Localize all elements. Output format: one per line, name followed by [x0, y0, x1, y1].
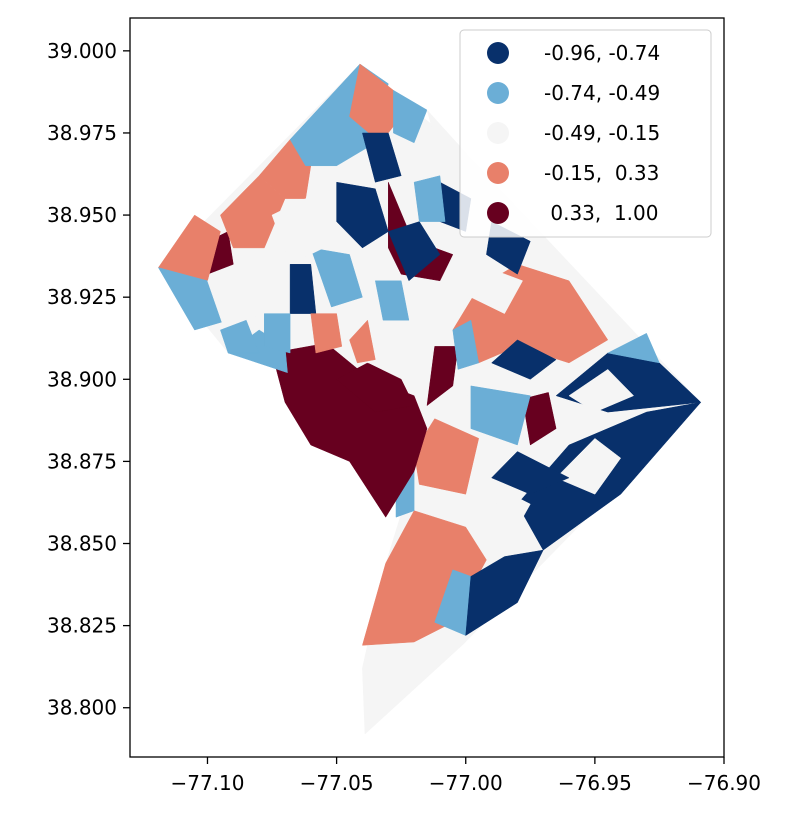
legend-label: -0.74, -0.49	[544, 81, 660, 105]
legend-marker	[487, 82, 509, 104]
legend-marker	[487, 202, 509, 224]
x-tick-label: −77.05	[300, 771, 374, 795]
tract-region	[349, 63, 402, 144]
tract-region	[491, 490, 531, 528]
legend-marker	[487, 162, 509, 184]
tract-region	[555, 438, 622, 495]
tract-region	[491, 451, 570, 495]
tract-region	[207, 257, 260, 341]
y-tick-label: 38.825	[47, 614, 117, 638]
tract-region	[470, 385, 531, 446]
y-tick-label: 38.900	[47, 367, 117, 391]
y-tick-label: 38.800	[47, 696, 117, 720]
tract-region	[258, 139, 312, 199]
tract-region	[220, 175, 286, 249]
tract-region	[220, 319, 260, 354]
legend: -0.96, -0.74 -0.74, -0.49 -0.49, -0.15 -0.1…	[459, 29, 712, 238]
legend-label: -0.15, 0.33	[544, 161, 659, 185]
y-axis: 38.800 38.825 38.850 38.875 38.900 38.925 38.9…	[47, 39, 130, 720]
legend-box	[459, 29, 712, 238]
tract-region	[336, 181, 389, 249]
tract-region	[271, 198, 325, 265]
y-tick-label: 39.000	[47, 39, 117, 63]
x-axis: −77.10 −77.05 −77.00 −76.95 −76.90	[170, 757, 761, 795]
axes-frame	[129, 17, 725, 758]
tract-region	[374, 280, 410, 321]
tract-region	[310, 247, 363, 308]
tract-region	[362, 132, 402, 183]
tract-region	[387, 221, 441, 282]
x-tick-label: −77.10	[170, 771, 244, 795]
legend-label: 0.33, 1.00	[544, 201, 659, 225]
tract-region	[452, 319, 479, 370]
x-tick-label: −76.90	[687, 771, 761, 795]
tract-region	[470, 263, 523, 314]
y-tick-label: 38.850	[47, 532, 117, 556]
tract-region	[393, 89, 428, 144]
legend-label: -0.49, -0.15	[544, 121, 660, 145]
y-tick-label: 38.925	[47, 285, 117, 309]
y-tick-label: 38.950	[47, 203, 117, 227]
tract-region	[310, 313, 343, 354]
legend-marker	[487, 122, 509, 144]
y-tick-label: 38.975	[47, 121, 117, 145]
legend-marker	[487, 42, 509, 64]
legend-label: -0.96, -0.74	[544, 41, 660, 65]
tract-region	[465, 549, 544, 636]
tract-region	[491, 339, 557, 380]
tract-region	[264, 313, 291, 354]
tract-region	[568, 369, 635, 413]
tract-region	[336, 362, 415, 413]
x-tick-label: −76.95	[558, 771, 632, 795]
tract-region	[607, 332, 660, 364]
tract-region	[413, 175, 446, 222]
y-tick-label: 38.875	[47, 449, 117, 473]
map-layer	[157, 63, 702, 735]
tract-region	[349, 319, 376, 364]
x-tick-label: −77.00	[429, 771, 503, 795]
